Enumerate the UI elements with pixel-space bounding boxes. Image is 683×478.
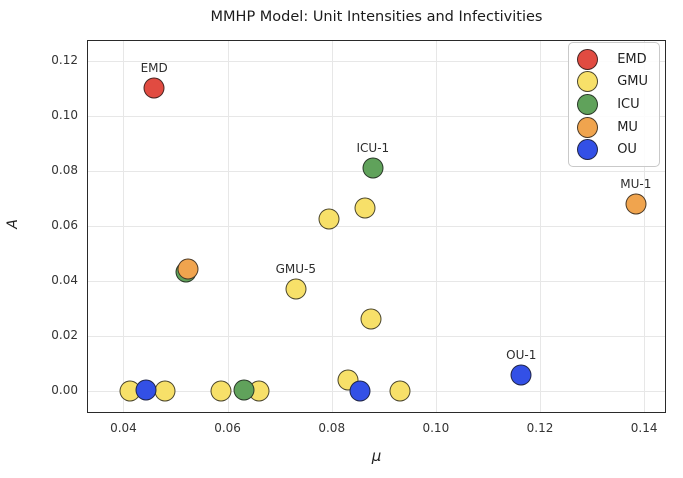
gridline-horizontal (87, 280, 666, 282)
legend-marker-icu (577, 93, 599, 115)
legend-item-emd: EMD (577, 48, 648, 71)
y-tick-label: 0.10 (51, 107, 78, 122)
data-point-ou (510, 364, 532, 386)
chart-title: MMHP Model: Unit Intensities and Infecti… (210, 9, 543, 25)
x-axis-label: μ (371, 447, 382, 465)
point-label-emd: EMD (140, 61, 168, 76)
legend-item-gmu: GMU (577, 71, 648, 94)
data-point-gmu (318, 208, 340, 230)
data-point-gmu (389, 380, 411, 402)
gridline-horizontal (87, 115, 666, 117)
legend-marker-mu (577, 116, 599, 138)
legend-label-mu: MU (617, 119, 638, 135)
data-point-gmu (154, 380, 176, 402)
gridline-horizontal (87, 335, 666, 337)
y-tick-label: 0.06 (51, 217, 78, 232)
data-point-mu (625, 193, 647, 215)
x-tick-label: 0.08 (318, 421, 346, 435)
data-point-gmu (210, 380, 232, 402)
y-tick-label: 0.04 (51, 272, 78, 287)
legend-item-mu: MU (577, 116, 648, 139)
data-point-icu (233, 379, 255, 401)
data-point-icu (362, 157, 384, 179)
x-tick-label: 0.12 (526, 421, 554, 435)
data-point-gmu (360, 308, 382, 330)
x-tick-label: 0.06 (214, 421, 241, 435)
legend-item-ou: OU (577, 138, 648, 161)
legend: EMD GMU ICU MU OU (568, 42, 660, 167)
legend-label-icu: ICU (617, 96, 640, 112)
legend-marker-ou (577, 139, 599, 161)
y-tick-label: 0.00 (51, 382, 78, 397)
y-axis-label: A (4, 219, 21, 229)
y-tick-label: 0.12 (51, 52, 78, 67)
point-label-gmu-5: GMU-5 (275, 261, 316, 276)
data-point-gmu (285, 278, 307, 300)
legend-label-emd: EMD (617, 51, 647, 67)
x-tick-label: 0.10 (422, 421, 450, 435)
legend-marker-emd (577, 48, 599, 70)
gridline-horizontal (87, 390, 666, 392)
x-tick-label: 0.14 (630, 421, 658, 435)
data-point-ou (349, 380, 371, 402)
point-label-mu-1: MU-1 (620, 176, 652, 191)
point-label-ou-1: OU-1 (506, 348, 537, 363)
plot-area: EMD GMU-5 ICU-1 MU-1 OU-1 EMD GMU ICU MU OU (87, 40, 666, 413)
legend-label-gmu: GMU (617, 74, 648, 90)
point-label-icu-1: ICU-1 (356, 141, 390, 156)
gridline-horizontal (87, 225, 666, 227)
data-point-mu (177, 258, 199, 280)
data-point-ou (135, 379, 157, 401)
y-tick-label: 0.08 (51, 162, 78, 177)
legend-marker-gmu (577, 71, 599, 93)
legend-label-ou: OU (617, 142, 637, 158)
legend-item-icu: ICU (577, 93, 648, 116)
data-point-emd (143, 77, 165, 99)
x-tick-label: 0.04 (110, 421, 137, 435)
y-tick-label: 0.02 (51, 327, 78, 342)
gridline-horizontal (87, 60, 666, 62)
data-point-gmu (354, 197, 376, 219)
